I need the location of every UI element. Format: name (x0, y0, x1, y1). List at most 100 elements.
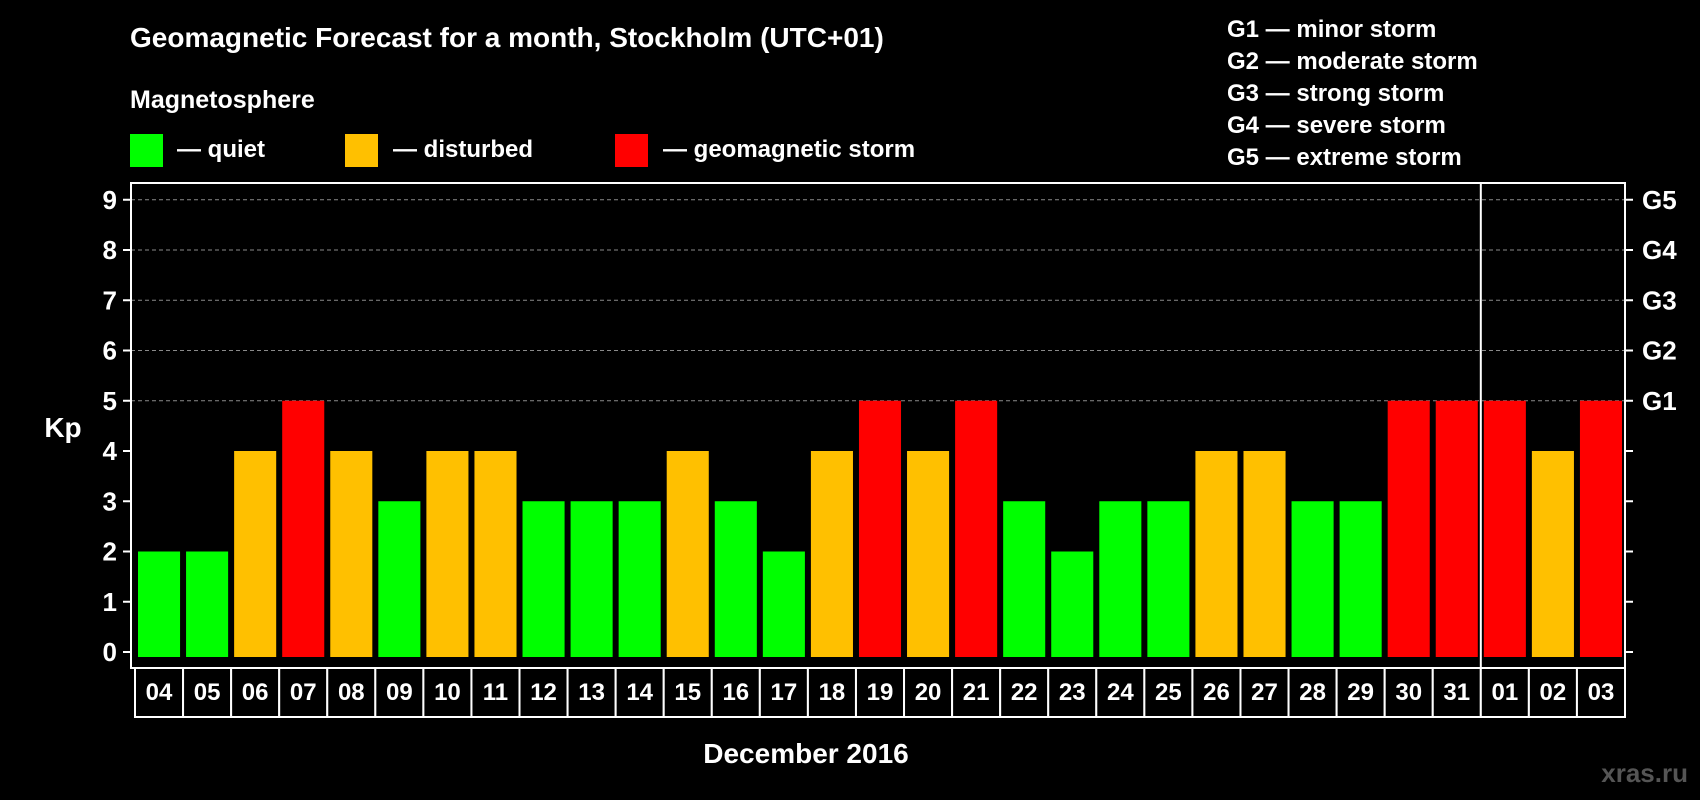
right-axis-label-G2: G2 (1642, 336, 1677, 366)
x-tick-label-03: 03 (1588, 679, 1615, 706)
legend: — quiet — disturbed — geomagnetic storm (130, 134, 915, 167)
bar-11 (474, 451, 517, 657)
y-tick-label-7: 7 (103, 285, 117, 315)
bar-26 (1195, 451, 1238, 657)
x-tick-label-26: 26 (1203, 679, 1230, 706)
day-box-21 (951, 667, 1002, 718)
bar-01 (1483, 400, 1526, 657)
right-axis-label-G4: G4 (1642, 235, 1677, 265)
bar-23 (1051, 551, 1094, 657)
x-tick-label-02: 02 (1540, 679, 1567, 706)
day-box-22 (999, 667, 1050, 718)
y-tick-label-3: 3 (103, 486, 117, 516)
bar-04 (138, 551, 181, 657)
x-tick-label-22: 22 (1011, 679, 1038, 706)
watermark: xras.ru (1601, 758, 1688, 788)
x-tick-label-11: 11 (483, 679, 508, 706)
day-box-01 (1479, 667, 1530, 718)
right-axis-label-G1: G1 (1642, 386, 1677, 416)
x-tick-label-10: 10 (434, 679, 461, 706)
day-box-12 (518, 667, 569, 718)
bar-02 (1531, 451, 1574, 657)
storm-scale-g3: G3 — strong storm (1227, 80, 1444, 107)
x-tick-label-06: 06 (242, 679, 269, 706)
legend-swatch-quiet (130, 134, 163, 167)
bar-19 (858, 400, 902, 657)
x-axis-label: December 2016 (703, 738, 908, 769)
day-box-20 (903, 667, 954, 718)
bar-08 (330, 451, 373, 657)
x-tick-label-31: 31 (1443, 679, 1470, 706)
day-box-03 (1575, 667, 1626, 718)
chart-subtitle: Magnetosphere (130, 86, 315, 114)
bar-27 (1243, 451, 1286, 657)
y-axis-label: Kp (44, 412, 81, 443)
day-box-07 (278, 667, 329, 718)
bar-21 (955, 400, 998, 657)
y-tick-label-5: 5 (103, 386, 117, 416)
bar-03 (1579, 400, 1622, 657)
bar-09 (378, 501, 421, 657)
day-box-09 (374, 667, 425, 718)
bar-13 (570, 501, 613, 657)
day-box-04 (134, 667, 185, 718)
storm-scale-g5: G5 — extreme storm (1227, 144, 1462, 171)
bar-17 (762, 551, 805, 657)
x-tick-label-04: 04 (146, 679, 173, 706)
day-box-30 (1383, 667, 1434, 718)
right-axis-label-G5: G5 (1642, 185, 1677, 215)
day-box-27 (1239, 667, 1290, 718)
bar-10 (426, 451, 469, 657)
x-tick-label-14: 14 (626, 679, 653, 706)
bar-28 (1291, 501, 1334, 657)
bar-24 (1099, 501, 1142, 657)
x-tick-label-09: 09 (386, 679, 413, 706)
x-tick-label-28: 28 (1299, 679, 1326, 706)
bar-31 (1435, 400, 1478, 657)
x-tick-label-05: 05 (194, 679, 221, 706)
bar-20 (907, 451, 950, 657)
bar-06 (234, 451, 277, 657)
x-tick-label-01: 01 (1491, 679, 1518, 706)
storm-scale-g1: G1 — minor storm (1227, 16, 1436, 43)
day-box-06 (230, 667, 281, 718)
x-tick-label-23: 23 (1059, 679, 1086, 706)
x-tick-label-20: 20 (915, 679, 942, 706)
x-tick-label-24: 24 (1107, 679, 1134, 706)
bar-29 (1339, 501, 1382, 657)
day-box-29 (1335, 667, 1386, 718)
day-box-23 (1047, 667, 1098, 718)
bar-05 (186, 551, 229, 657)
x-tick-label-17: 17 (771, 679, 798, 706)
legend-label-disturbed: — disturbed (393, 136, 533, 163)
y-tick-label-4: 4 (103, 436, 118, 466)
y-tick-label-8: 8 (103, 235, 117, 265)
x-tick-label-12: 12 (530, 679, 557, 706)
legend-label-storm: — geomagnetic storm (663, 136, 915, 163)
legend-swatch-disturbed (345, 134, 378, 167)
day-box-16 (710, 667, 761, 718)
y-tick-label-6: 6 (103, 336, 117, 366)
chart-title: Geomagnetic Forecast for a month, Stockh… (130, 22, 884, 53)
y-tick-label-2: 2 (103, 537, 117, 567)
bar-22 (1003, 501, 1046, 657)
x-tick-label-07: 07 (290, 679, 317, 706)
day-box-26 (1191, 667, 1242, 718)
x-tick-label-13: 13 (578, 679, 605, 706)
storm-scale-g4: G4 — severe storm (1227, 112, 1446, 139)
x-tick-label-30: 30 (1395, 679, 1422, 706)
bar-18 (810, 451, 853, 657)
bar-12 (522, 501, 565, 657)
bar-16 (714, 501, 757, 657)
right-axis-label-G3: G3 (1642, 285, 1677, 315)
x-tick-label-29: 29 (1347, 679, 1374, 706)
bar-14 (618, 501, 661, 657)
day-box-05 (182, 667, 233, 718)
x-tick-label-21: 21 (963, 679, 990, 706)
legend-label-quiet: — quiet (177, 136, 265, 163)
day-box-13 (566, 667, 617, 718)
day-box-11 (470, 667, 521, 718)
x-tick-label-27: 27 (1251, 679, 1278, 706)
